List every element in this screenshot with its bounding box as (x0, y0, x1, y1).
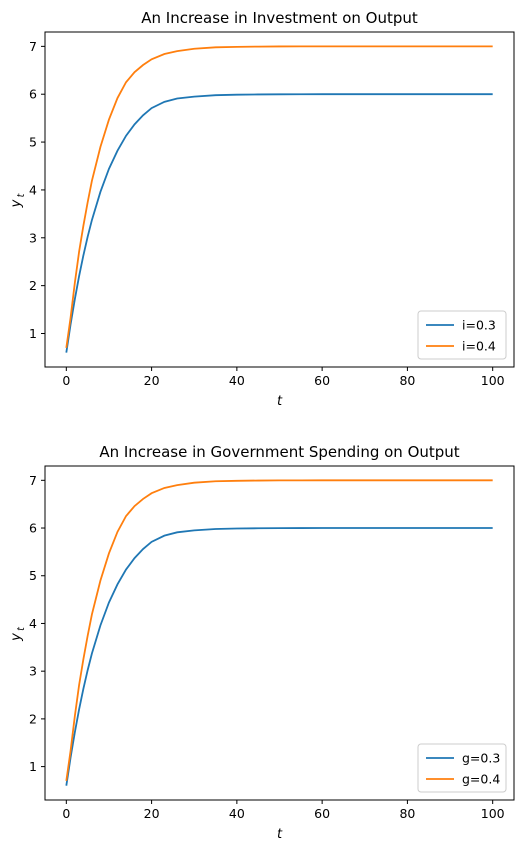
series-line-g=0.4 (65, 479, 493, 782)
series-line-i=0.4 (65, 45, 493, 348)
x-tick-label: 0 (62, 373, 70, 388)
y-axis-label-subscript: t (16, 192, 27, 197)
legend-label: i=0.3 (462, 318, 496, 333)
plot-area-frame (44, 31, 515, 368)
legend-box (417, 310, 507, 360)
x-tick-label: 100 (481, 806, 505, 821)
x-tick-label: 40 (229, 806, 245, 821)
y-tick-label: 7 (29, 473, 37, 488)
y-axis-label: yt (9, 626, 27, 642)
x-tick-label: 40 (229, 373, 245, 388)
chart-title: An Increase in Investment on Output (141, 9, 418, 27)
y-tick-label: 1 (29, 326, 37, 341)
x-tick-label: 0 (62, 806, 70, 821)
y-axis-label-subscript: t (16, 626, 27, 631)
y-tick-label: 5 (29, 135, 37, 150)
x-tick-label: 20 (144, 806, 160, 821)
x-tick-label: 20 (144, 373, 160, 388)
series-line-g=0.3 (65, 527, 493, 786)
legend-label: g=0.3 (462, 751, 500, 766)
x-tick-label: 60 (314, 373, 330, 388)
y-axis-label-main: y (9, 633, 24, 642)
legend: i=0.3 i=0.4 (417, 310, 507, 360)
x-tick-label: 100 (481, 373, 505, 388)
y-tick-label: 3 (29, 230, 37, 245)
x-axis-label: t (277, 394, 283, 409)
y-tick-label: 3 (29, 664, 37, 679)
chart-panel-investment: An Increase in Investment on Output 0 20 40… (9, 9, 515, 409)
series-line-i=0.3 (65, 93, 493, 353)
legend-label: g=0.4 (462, 772, 500, 787)
y-axis-label: yt (9, 192, 27, 208)
y-tick-label: 1 (29, 759, 37, 774)
chart-panel-government: An Increase in Government Spending on Ou… (9, 443, 515, 842)
y-axis-label-main: y (9, 199, 24, 208)
y-tick-label: 4 (29, 182, 37, 197)
chart-title: An Increase in Government Spending on Ou… (99, 443, 459, 461)
x-tick-label: 80 (399, 806, 415, 821)
y-tick-label: 5 (29, 568, 37, 583)
legend-label: i=0.4 (462, 339, 496, 354)
y-tick-label: 7 (29, 39, 37, 54)
y-tick-label: 4 (29, 616, 37, 631)
x-tick-label: 80 (399, 373, 415, 388)
x-axis-label: t (277, 827, 283, 842)
y-tick-label: 6 (29, 521, 37, 536)
legend: g=0.3 g=0.4 (417, 743, 507, 793)
x-tick-label: 60 (314, 806, 330, 821)
y-tick-label: 2 (29, 278, 37, 293)
y-tick-label: 6 (29, 87, 37, 102)
legend-box (417, 743, 507, 793)
plot-area-frame (44, 465, 515, 801)
y-tick-label: 2 (29, 711, 37, 726)
